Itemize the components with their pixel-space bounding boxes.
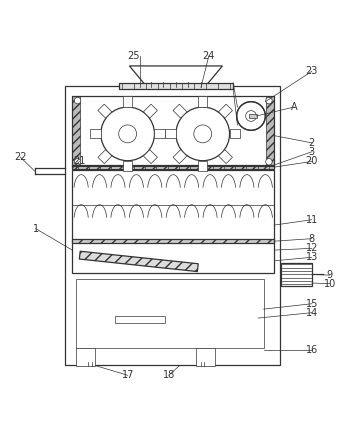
Polygon shape [173, 104, 187, 118]
Polygon shape [123, 96, 132, 107]
Circle shape [176, 107, 229, 161]
Text: 14: 14 [306, 308, 318, 318]
Polygon shape [198, 161, 207, 171]
Text: 8: 8 [309, 233, 315, 244]
Text: 9: 9 [327, 270, 333, 280]
Text: 13: 13 [306, 252, 318, 262]
Bar [76, 279, 264, 349]
Circle shape [101, 107, 154, 161]
Polygon shape [219, 150, 233, 163]
Text: 17: 17 [121, 370, 134, 380]
Bar [72, 165, 274, 169]
Polygon shape [144, 104, 157, 118]
Text: 23: 23 [306, 66, 318, 76]
Bar [119, 83, 233, 89]
Polygon shape [98, 150, 112, 163]
Polygon shape [144, 150, 157, 163]
Polygon shape [165, 129, 176, 138]
Circle shape [74, 159, 81, 165]
Circle shape [246, 111, 256, 121]
Text: 11: 11 [306, 215, 318, 225]
Text: 2: 2 [309, 138, 315, 148]
Bar [196, 348, 215, 366]
Text: 1: 1 [33, 224, 39, 233]
Text: 16: 16 [306, 345, 318, 355]
Text: 12: 12 [306, 243, 318, 253]
Bar [65, 85, 280, 365]
Bar [76, 348, 95, 366]
Bar [72, 239, 274, 243]
Polygon shape [173, 150, 187, 163]
Polygon shape [130, 66, 223, 87]
Circle shape [74, 97, 81, 104]
Text: 18: 18 [163, 370, 175, 380]
Circle shape [237, 102, 265, 130]
Bar [72, 165, 274, 169]
Polygon shape [79, 251, 198, 272]
Polygon shape [98, 104, 112, 118]
Text: 20: 20 [306, 156, 318, 167]
Bar [115, 315, 165, 323]
Bar [249, 114, 257, 118]
Polygon shape [90, 129, 101, 138]
Bar [241, 106, 261, 126]
Bar [266, 96, 274, 166]
Polygon shape [219, 104, 233, 118]
Bar [72, 170, 274, 241]
Text: 3: 3 [309, 147, 315, 157]
Circle shape [194, 125, 212, 143]
Polygon shape [229, 129, 240, 138]
Bar [72, 96, 80, 166]
Bar [72, 241, 274, 273]
Bar [281, 263, 312, 286]
Polygon shape [198, 96, 207, 107]
Bar [72, 96, 274, 166]
Text: 10: 10 [323, 279, 336, 289]
Text: 15: 15 [306, 299, 318, 309]
Bar [72, 239, 274, 243]
Circle shape [119, 125, 136, 143]
Text: 21: 21 [73, 156, 85, 167]
Circle shape [266, 97, 272, 104]
Text: A: A [291, 102, 297, 112]
Polygon shape [123, 161, 132, 171]
Circle shape [266, 159, 272, 165]
Text: 24: 24 [202, 51, 215, 61]
Polygon shape [154, 129, 165, 138]
Text: 25: 25 [127, 51, 140, 61]
Text: 22: 22 [14, 152, 27, 162]
